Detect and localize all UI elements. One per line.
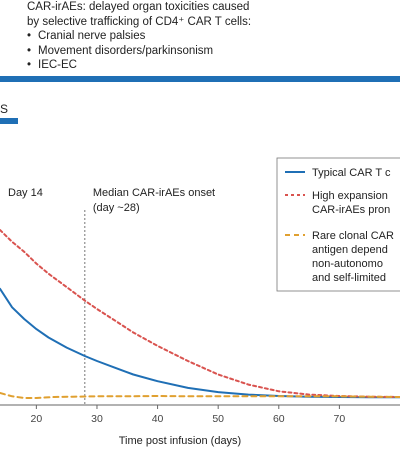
bullet-item: Movement disorders/parkinsonism [27,44,251,59]
section-label-bar [0,118,18,124]
legend-entry-label: and self-limited [312,272,386,284]
legend-entry-label: Typical CAR T c [312,167,391,179]
bullet-item: Cranial nerve palsies [27,29,251,44]
legend-box [276,157,400,292]
bullet-item: IEC-EC [27,58,251,73]
x-tick-label: 40 [152,413,164,425]
legend-entry-label: CAR-irAEs pron [312,204,390,216]
x-tick-label: 20 [31,413,43,425]
annotation-median-onset: Median CAR-irAEs onset [93,187,215,199]
series-line-1 [0,287,400,399]
x-tick-label: 50 [212,413,224,425]
legend: Typical CAR T c High expansion CAR-irAEs p… [276,157,400,292]
x-tick-label: 30 [91,413,103,425]
x-axis-title: Time post infusion (days) [119,435,241,447]
plot-area: 20 30 40 50 60 70 Time post infusion (days) Day… [0,187,400,447]
series-line-3 [0,392,400,399]
header-line-1: CAR-irAEs: delayed organ toxicities caus… [27,1,250,13]
annotation-median-onset: (day ~28) [93,202,140,214]
x-tick-label: 70 [334,413,346,425]
legend-entry-label: High expansion [312,190,388,202]
x-tick-label: 60 [273,413,285,425]
toxicity-list: Cranial nerve palsies Movement disorders… [27,29,251,73]
header-line-2: by selective trafficking of CD4⁺ CAR T c… [27,15,252,28]
legend-entry-label: antigen depend [312,244,388,256]
section-divider-bar [0,76,400,82]
annotation-day-14: Day 14 [8,187,43,199]
legend-entry-label: Rare clonal CAR [312,230,394,242]
section-label: S [0,102,9,116]
legend-entry-label: non-autonomo [312,258,383,270]
series-line-2 [0,229,400,398]
header-text: CAR-irAEs: delayed organ toxicities caus… [27,0,251,73]
